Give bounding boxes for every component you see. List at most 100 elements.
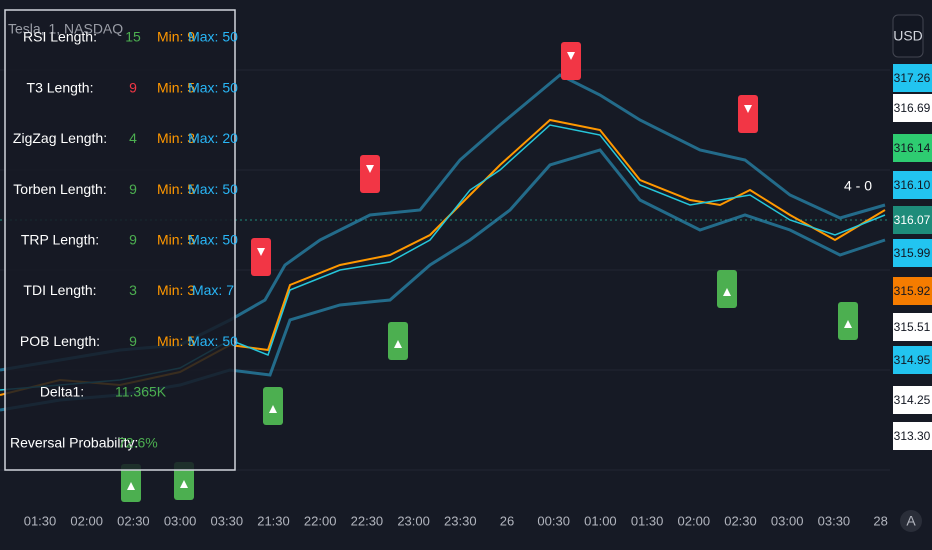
- row-label: RSI Length:: [23, 29, 97, 45]
- row-min: Min: 3: [157, 282, 195, 298]
- time-label: 02:00: [678, 513, 711, 528]
- price-label-box: [893, 239, 932, 267]
- price-label: 313.30: [894, 429, 931, 443]
- price-label: 316.07: [894, 213, 931, 227]
- price-label: 316.10: [894, 178, 931, 192]
- currency-button[interactable]: [892, 14, 924, 58]
- sell-arrow: [567, 52, 575, 60]
- time-label: 02:30: [724, 513, 757, 528]
- sell-marker: [251, 238, 271, 276]
- settings-table: [4, 9, 236, 471]
- time-label: 01:30: [631, 513, 664, 528]
- price-label-box: [893, 94, 932, 122]
- row-label: TDI Length:: [23, 282, 96, 298]
- row-value: 9: [129, 79, 137, 95]
- time-label: 03:00: [771, 513, 804, 528]
- time-label: 02:00: [70, 513, 103, 528]
- row-label: TRP Length:: [21, 232, 99, 248]
- price-label-box: [893, 277, 932, 305]
- time-label: 23:30: [444, 513, 477, 528]
- currency-label: USD: [893, 28, 923, 44]
- row-value: 3: [129, 282, 137, 298]
- row-label: T3 Length:: [27, 79, 94, 95]
- row-min: Min: 5: [157, 79, 195, 95]
- row-max: Max: 50: [188, 181, 238, 197]
- row-min: Min: 5: [157, 181, 195, 197]
- signals: [121, 42, 858, 502]
- row-value: 9: [129, 333, 137, 349]
- time-axis: 01:30 02:00 02:30 03:00 03:30 21:30 22:00 22:30…: [24, 513, 888, 528]
- buy-arrow: [844, 320, 852, 328]
- price-label-box: [893, 346, 932, 374]
- row-max: Max: 50: [188, 29, 238, 45]
- row-label: POB Length:: [20, 333, 100, 349]
- time-label: 28: [873, 513, 887, 528]
- buy-arrow: [180, 480, 188, 488]
- sell-arrow: [257, 248, 265, 256]
- time-label: 03:00: [164, 513, 197, 528]
- price-label: 315.92: [894, 284, 931, 298]
- price-label: 314.95: [894, 353, 931, 367]
- row-max: Max: 50: [188, 79, 238, 95]
- sell-marker: [738, 95, 758, 133]
- time-label: 02:30: [117, 513, 150, 528]
- price-label: 315.99: [894, 246, 931, 260]
- price-label-box: [893, 134, 932, 162]
- buy-arrow: [127, 482, 135, 490]
- time-label: 26: [500, 513, 514, 528]
- time-label: 21:30: [257, 513, 290, 528]
- row-max: Max: 50: [188, 232, 238, 248]
- row-value: 72.6%: [118, 434, 158, 450]
- row-label: Torben Length:: [13, 181, 106, 197]
- row-min: Min: 3: [157, 130, 195, 146]
- buy-arrow: [723, 288, 731, 296]
- buy-arrow: [269, 405, 277, 413]
- auto-scale-label: A: [906, 513, 916, 529]
- sell-arrow: [744, 105, 752, 113]
- sell-marker: [360, 155, 380, 193]
- price-label: 316.14: [894, 141, 931, 155]
- time-label: 22:00: [304, 513, 337, 528]
- time-label: 00:30: [537, 513, 570, 528]
- price-label: 314.25: [894, 393, 931, 407]
- score: 4 - 0: [844, 178, 872, 194]
- row-label: Reversal Probability:: [10, 434, 138, 450]
- row-min: Min: 9: [157, 29, 195, 45]
- price-label-box: [893, 64, 932, 92]
- row-max: Max: 20: [188, 130, 238, 146]
- time-label: 23:00: [397, 513, 430, 528]
- price-label-box: [893, 422, 932, 450]
- price-label-box: [893, 386, 932, 414]
- row-max: Max: 50: [188, 333, 238, 349]
- time-label: 01:30: [24, 513, 57, 528]
- price-label-box: [893, 206, 932, 234]
- price-label: 315.51: [894, 320, 931, 334]
- buy-arrow: [394, 340, 402, 348]
- time-label: 01:00: [584, 513, 617, 528]
- row-value: 11.365K: [115, 384, 167, 400]
- row-min: Min: 5: [157, 232, 195, 248]
- row-value: 9: [129, 181, 137, 197]
- price-label: 316.69: [894, 101, 931, 115]
- price-label: 317.26: [894, 71, 931, 85]
- auto-scale-button[interactable]: [900, 510, 922, 532]
- row-label: ZigZag Length:: [13, 130, 107, 146]
- symbol: Tesla, 1, NASDAQ: [8, 21, 123, 37]
- sell-arrow: [366, 165, 374, 173]
- row-max: Max: 7: [192, 282, 234, 298]
- row-value: 9: [129, 232, 137, 248]
- row-label: Delta1:: [40, 384, 84, 400]
- time-label: 03:30: [818, 513, 851, 528]
- row-value: 15: [125, 29, 141, 45]
- price-label-box: [893, 171, 932, 199]
- time-label: 03:30: [211, 513, 244, 528]
- sell-marker: [561, 42, 581, 80]
- row-min: Min: 5: [157, 333, 195, 349]
- row-value: 4: [129, 130, 137, 146]
- price-label-box: [893, 313, 932, 341]
- time-label: 22:30: [351, 513, 384, 528]
- price-scale: 317.26 316.69 316.14 316.10 316.07 315.99 315.…: [893, 64, 932, 450]
